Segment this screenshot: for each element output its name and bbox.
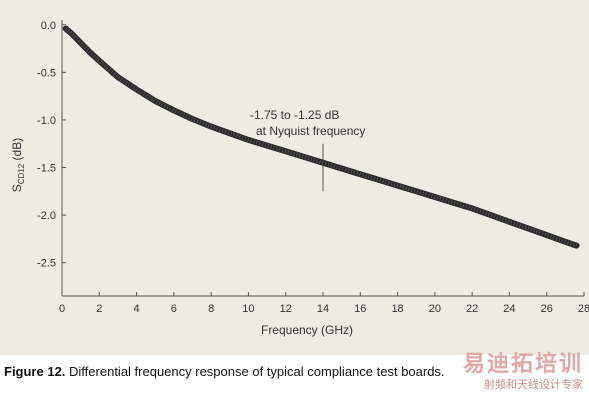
x-tick-label: 2 xyxy=(96,303,102,315)
x-tick-label: 8 xyxy=(208,303,214,315)
y-axis-title-unit: (dB) xyxy=(10,138,24,164)
x-tick-label: 26 xyxy=(541,303,553,315)
x-axis-title: Frequency (GHz) xyxy=(261,323,353,337)
series-line xyxy=(62,25,580,249)
x-tick-label: 10 xyxy=(242,303,254,315)
x-tick-label: 14 xyxy=(317,303,329,315)
annotation-line-2: at Nyquist frequency xyxy=(256,124,365,138)
y-axis-title-base: S xyxy=(10,184,24,192)
caption-text: Differential frequency response of typic… xyxy=(65,364,445,379)
y-tick-label: -2.0 xyxy=(37,210,56,222)
annotation-line-1: -1.75 to -1.25 dB xyxy=(250,108,339,122)
y-tick-label: -1.0 xyxy=(37,115,56,127)
y-tick-label: -2.5 xyxy=(37,258,56,270)
svg-text:SCD12 (dB): SCD12 (dB) xyxy=(10,138,26,192)
caption-lead: Figure 12. xyxy=(4,364,66,379)
x-tick-label: 18 xyxy=(391,303,403,315)
annotation: -1.75 to -1.25 dB at Nyquist frequency xyxy=(250,108,365,138)
y-axis-title: SCD12 (dB) xyxy=(10,138,26,192)
x-tick-label: 22 xyxy=(466,303,478,315)
watermark-logo: 易迪拓培训 射频和天线设计专家 xyxy=(463,352,583,392)
chart-panel: SCD12 (dB) Frequency (GHz) -1.75 to -1.2… xyxy=(0,0,589,355)
frequency-response-chart: SCD12 (dB) Frequency (GHz) -1.75 to -1.2… xyxy=(10,20,589,337)
y-tick-label: 0.0 xyxy=(41,20,56,32)
x-tick-label: 20 xyxy=(429,303,441,315)
x-tick-label: 12 xyxy=(280,303,292,315)
watermark-top-text: 易迪拓培训 xyxy=(462,352,583,377)
y-tick-label: -1.5 xyxy=(37,163,56,175)
x-tick-label: 28 xyxy=(578,303,589,315)
x-tick-label: 6 xyxy=(171,303,177,315)
x-tick-label: 16 xyxy=(354,303,366,315)
x-tick-label: 24 xyxy=(503,303,515,315)
y-tick-label: -0.5 xyxy=(37,67,56,79)
x-tick-label: 4 xyxy=(134,303,140,315)
figure-caption: Figure 12. Differential frequency respon… xyxy=(4,364,589,379)
y-axis-title-sub: CD12 xyxy=(17,163,26,184)
x-tick-label: 0 xyxy=(59,303,65,315)
watermark-bottom-text: 射频和天线设计专家 xyxy=(484,378,583,391)
